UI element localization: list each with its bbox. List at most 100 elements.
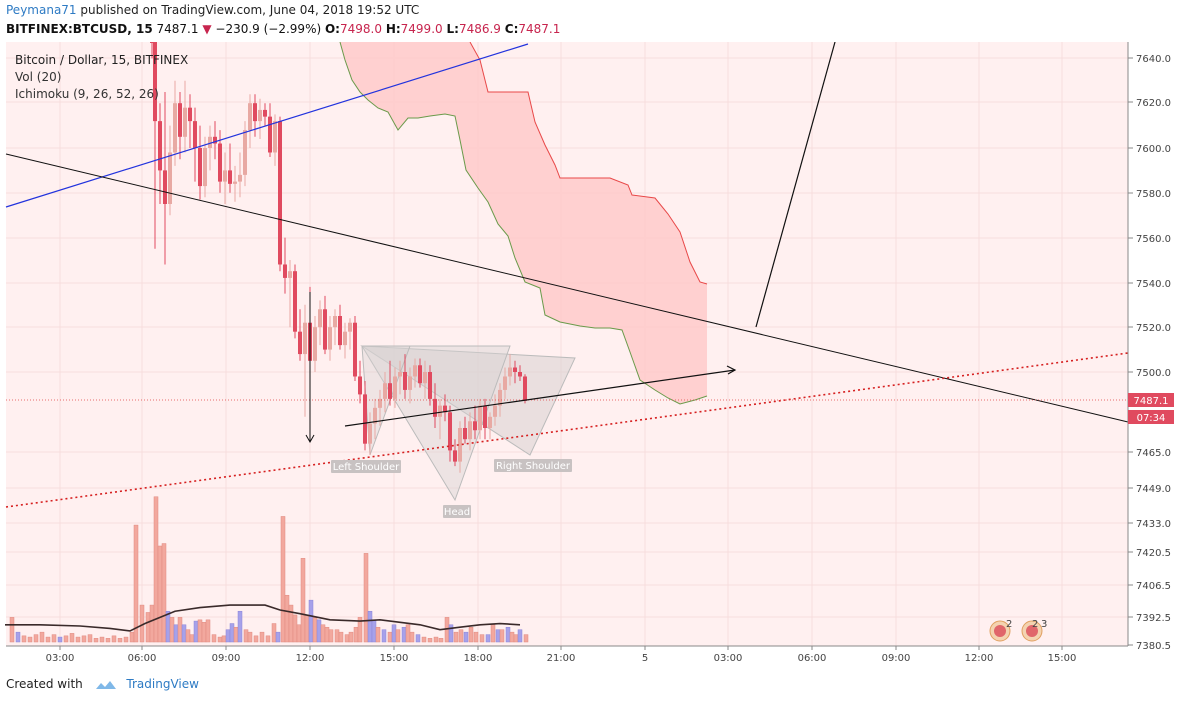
- neckline-arrowhead: [726, 365, 737, 375]
- volume-bar: [185, 629, 191, 643]
- y-tick-label: 7620.0: [1136, 98, 1171, 109]
- y-tick-label: 7500.0: [1136, 368, 1171, 379]
- annotation-label: Left Shoulder: [333, 462, 400, 473]
- volume-bar: [111, 635, 117, 643]
- volume-bar: [296, 624, 302, 643]
- volume-bar: [280, 516, 286, 643]
- x-tick-label: 12:00: [965, 653, 994, 664]
- volume-bar: [117, 638, 123, 643]
- volume-bar: [193, 620, 199, 643]
- publish-line: Peymana71 published on TradingView.com, …: [6, 3, 419, 17]
- volume-bar: [485, 634, 491, 643]
- candle-body: [198, 148, 202, 187]
- price-axis-bg: [1128, 42, 1182, 667]
- candle-body: [353, 322, 357, 377]
- axes: [6, 42, 1182, 667]
- x-tick-label: 15:00: [380, 653, 409, 664]
- candle-body: [413, 365, 417, 377]
- candle-body: [488, 416, 492, 428]
- candle-body: [203, 148, 207, 187]
- y-tick-label: 7580.0: [1136, 189, 1171, 200]
- x-tick-label: 06:00: [798, 653, 827, 664]
- y-tick-label: 7540.0: [1136, 279, 1171, 290]
- volume-bar: [51, 634, 57, 643]
- volume-bar: [81, 635, 87, 643]
- last-price-tag-text: 7487.1: [1134, 396, 1169, 407]
- volume-bar: [517, 629, 523, 643]
- candle-body: [293, 271, 297, 332]
- countdown-tag-text: 07:34: [1137, 413, 1166, 424]
- volume-bar: [387, 631, 393, 643]
- candle-body: [228, 170, 232, 184]
- volume-bar: [300, 558, 306, 643]
- candle-body: [438, 405, 442, 417]
- y-tick-label: 7465.0: [1136, 448, 1171, 459]
- candle-body: [248, 103, 252, 131]
- volume-bar: [217, 636, 223, 643]
- volume-bar: [145, 612, 151, 643]
- x-tick-label: 09:00: [212, 653, 241, 664]
- event-badge-flag: [994, 625, 1006, 637]
- volume-bar: [161, 543, 167, 643]
- volume-bar: [375, 626, 381, 643]
- y-tick-label: 7640.0: [1136, 54, 1171, 65]
- volume-bar: [292, 614, 298, 643]
- volume-bar: [243, 629, 249, 643]
- author-link[interactable]: Peymana71: [6, 3, 77, 17]
- candle-body: [223, 170, 227, 182]
- y-tick-label: 7392.5: [1136, 613, 1171, 624]
- volume-bar: [505, 626, 511, 643]
- candle-body: [493, 405, 497, 417]
- volume-bar: [129, 631, 135, 643]
- volume-bar: [371, 619, 377, 643]
- published-text: published on TradingView.com, June 04, 2…: [76, 3, 420, 17]
- open-value: 7498.0: [339, 22, 382, 36]
- created-with: Created with TradingView: [6, 677, 199, 691]
- volume-bar: [438, 638, 444, 643]
- volume-bar: [197, 619, 203, 643]
- x-tick-label: 5: [642, 653, 648, 664]
- candle-body: [263, 109, 267, 117]
- volume-bar: [93, 638, 99, 643]
- volume-bar: [157, 545, 163, 643]
- close-label: C:: [504, 22, 519, 36]
- volume-bar: [513, 634, 519, 643]
- volume-bar: [320, 624, 326, 643]
- y-tick-label: 7520.0: [1136, 323, 1171, 334]
- candle-body: [178, 103, 182, 137]
- candle-body: [513, 367, 517, 372]
- black-trendline: [5, 153, 1129, 423]
- volume-bar: [509, 631, 515, 643]
- volume-bar: [479, 634, 485, 643]
- badge-count: 3: [1041, 619, 1047, 630]
- legend-title: Bitcoin / Dollar, 15, BITFINEX: [15, 53, 188, 67]
- last-price-tag: 7487.1 07:34: [1128, 393, 1174, 424]
- volume-bar: [75, 636, 81, 643]
- annotation-label: Right Shoulder: [496, 461, 571, 472]
- volume-bar: [225, 629, 231, 643]
- candle-body: [368, 423, 372, 444]
- annotation-box: [331, 460, 401, 473]
- volume-bar: [57, 636, 63, 643]
- volume-bar: [221, 635, 227, 643]
- badge-count: 2: [1006, 619, 1012, 630]
- candle-body: [338, 316, 342, 346]
- volume-bar: [284, 594, 290, 643]
- candle-body: [173, 103, 177, 153]
- tradingview-link[interactable]: TradingView: [126, 677, 199, 691]
- volume-bar: [367, 610, 373, 643]
- candle-body: [358, 376, 362, 395]
- volume-bar: [468, 626, 474, 643]
- volume-bar: [69, 633, 75, 643]
- event-badge-flag: [1026, 625, 1038, 637]
- candles: [150, 42, 527, 473]
- candle-body: [378, 398, 382, 408]
- trend-lines: [5, 42, 1129, 508]
- candle-body: [518, 372, 522, 377]
- volume-bar: [308, 599, 314, 643]
- ichimoku-cloud: [339, 42, 708, 405]
- volume-bar: [169, 617, 175, 643]
- y-tick-label: 7406.5: [1136, 581, 1171, 592]
